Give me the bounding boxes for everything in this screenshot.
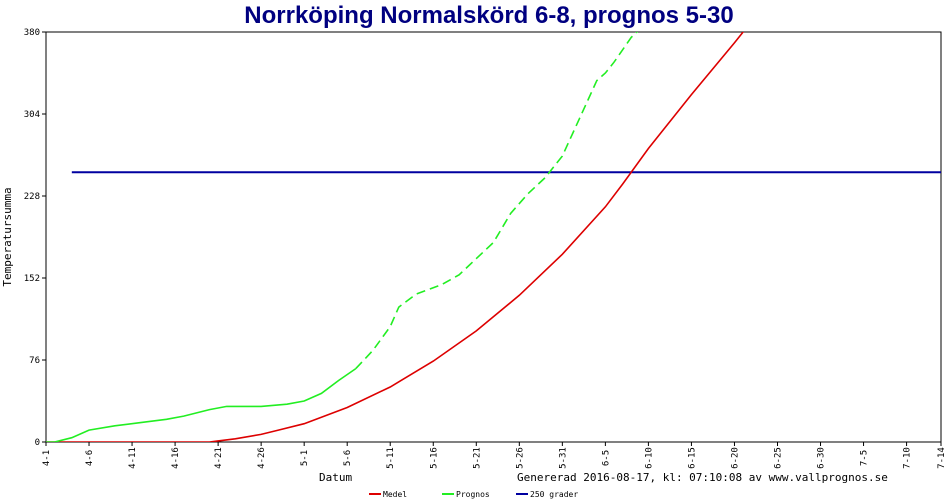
x-tick-label: 4-11 [128, 447, 138, 469]
x-tick-label: 6-10 [644, 447, 654, 469]
series-group [46, 32, 745, 442]
x-tick-label: 5-6 [343, 450, 353, 466]
x-tick-label: 4-16 [171, 447, 181, 469]
plot-area: 0 76 152 228 304 380 4-1 4-6 4-11 4-16 4-21 4-26 5-1… [24, 28, 947, 469]
x-tick-label: 5-21 [472, 447, 482, 469]
x-axis-label: Datum [319, 471, 352, 484]
generated-note: Genererad 2016-08-17, kl: 07:10:08 av ww… [517, 471, 888, 484]
y-tick-label: 0 [35, 438, 40, 448]
x-tick-label: 6-20 [730, 447, 740, 469]
x-tick-label: 4-26 [257, 447, 267, 469]
x-tick-label: 5-1 [300, 450, 310, 466]
x-tick-label: 5-16 [429, 447, 439, 469]
x-tick-label: 6-15 [687, 447, 697, 469]
legend-label: Prognos [456, 490, 490, 499]
x-tick-label: 5-11 [386, 447, 396, 469]
x-tick-label: 5-31 [558, 447, 568, 469]
x-tick-label: 6-25 [773, 447, 783, 469]
y-tick-label: 304 [24, 110, 40, 120]
x-tick-label: 4-6 [85, 450, 95, 466]
x-tick-label: 7-14 [937, 447, 947, 469]
series-line-medel [46, 32, 745, 442]
series-line-prognos-forecast [355, 32, 639, 370]
x-tick-label: 4-21 [214, 447, 224, 469]
x-tick-label: 7-5 [860, 450, 870, 466]
y-tick-label: 380 [24, 28, 40, 38]
x-tick-label: 6-30 [817, 447, 827, 469]
legend: Medel Prognos 250 grader [369, 490, 578, 499]
series-line-prognos [46, 367, 357, 442]
plot-frame [45, 31, 942, 443]
y-tick-label: 76 [29, 356, 40, 366]
x-tick-label: 4-1 [42, 450, 52, 466]
y-axis-label: Temperatursumma [1, 187, 14, 286]
y-tick-label: 152 [24, 274, 40, 284]
legend-label: Medel [383, 490, 407, 499]
x-tick-label: 5-26 [515, 447, 525, 469]
chart-title: Norrköping Normalskörd 6-8, prognos 5-30 [244, 2, 733, 29]
legend-label: 250 grader [530, 490, 578, 499]
x-tick-label: 7-10 [903, 447, 913, 469]
x-tick-label: 6-5 [601, 450, 611, 466]
y-tick-label: 228 [24, 192, 40, 202]
